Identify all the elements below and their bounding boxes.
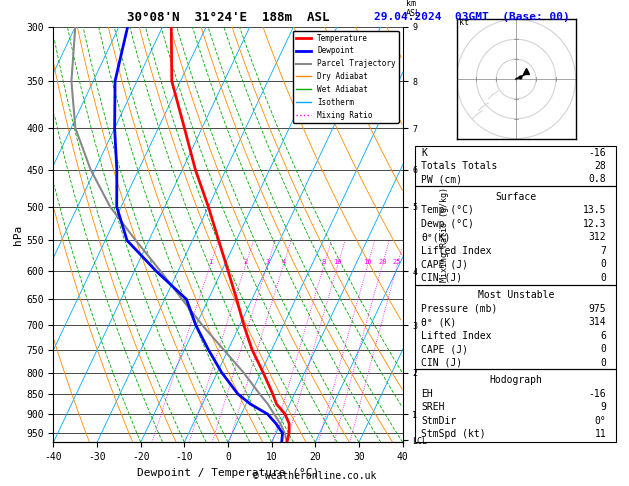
Text: km
ASL: km ASL (406, 0, 421, 18)
Text: Hodograph: Hodograph (489, 375, 542, 385)
Text: © weatheronline.co.uk: © weatheronline.co.uk (253, 471, 376, 481)
Title: 30°08'N  31°24'E  188m  ASL: 30°08'N 31°24'E 188m ASL (127, 11, 329, 24)
Text: Most Unstable: Most Unstable (477, 290, 554, 300)
Text: 20: 20 (378, 259, 387, 265)
Text: 9: 9 (601, 402, 606, 412)
Text: 0.8: 0.8 (589, 174, 606, 185)
Y-axis label: hPa: hPa (13, 225, 23, 244)
Text: 13.5: 13.5 (583, 206, 606, 215)
Text: Surface: Surface (495, 192, 537, 202)
Text: CAPE (J): CAPE (J) (421, 344, 468, 354)
X-axis label: Dewpoint / Temperature (°C): Dewpoint / Temperature (°C) (137, 468, 319, 478)
Text: StmSpd (kt): StmSpd (kt) (421, 429, 486, 439)
Text: 3: 3 (265, 259, 269, 265)
Text: 312: 312 (589, 232, 606, 243)
Text: 8: 8 (322, 259, 326, 265)
Text: -16: -16 (589, 148, 606, 157)
Text: 314: 314 (589, 317, 606, 328)
Legend: Temperature, Dewpoint, Parcel Trajectory, Dry Adiabat, Wet Adiabat, Isotherm, Mi: Temperature, Dewpoint, Parcel Trajectory… (292, 31, 399, 122)
Text: Mixing Ratio (g/kg): Mixing Ratio (g/kg) (440, 187, 449, 282)
Text: θᵉ (K): θᵉ (K) (421, 317, 457, 328)
Text: EH: EH (421, 389, 433, 399)
Text: CIN (J): CIN (J) (421, 358, 462, 368)
Text: Lifted Index: Lifted Index (421, 331, 492, 341)
Text: 0: 0 (601, 344, 606, 354)
Text: Totals Totals: Totals Totals (421, 161, 498, 171)
Text: 0: 0 (601, 358, 606, 368)
Text: Dewp (°C): Dewp (°C) (421, 219, 474, 229)
Text: Lifted Index: Lifted Index (421, 246, 492, 256)
Text: -16: -16 (589, 389, 606, 399)
Text: StmDir: StmDir (421, 416, 457, 426)
Text: 29.04.2024  03GMT  (Base: 00): 29.04.2024 03GMT (Base: 00) (374, 12, 570, 22)
Text: Pressure (mb): Pressure (mb) (421, 304, 498, 314)
Text: 7: 7 (601, 246, 606, 256)
Text: CAPE (J): CAPE (J) (421, 260, 468, 269)
Text: kt: kt (459, 18, 469, 27)
Text: 11: 11 (594, 429, 606, 439)
Text: CIN (J): CIN (J) (421, 273, 462, 283)
Text: Temp (°C): Temp (°C) (421, 206, 474, 215)
Text: 975: 975 (589, 304, 606, 314)
Text: 10: 10 (333, 259, 342, 265)
Text: θᵉ(K): θᵉ(K) (421, 232, 450, 243)
Text: 0: 0 (601, 273, 606, 283)
Text: 12.3: 12.3 (583, 219, 606, 229)
Text: 0: 0 (601, 260, 606, 269)
Text: SREH: SREH (421, 402, 445, 412)
Text: 1: 1 (208, 259, 213, 265)
Text: 2: 2 (243, 259, 248, 265)
Text: 0°: 0° (594, 416, 606, 426)
Text: K: K (421, 148, 427, 157)
Text: PW (cm): PW (cm) (421, 174, 462, 185)
Text: 25: 25 (393, 259, 401, 265)
Text: 6: 6 (601, 331, 606, 341)
Text: 16: 16 (364, 259, 372, 265)
Text: 28: 28 (594, 161, 606, 171)
Text: 4: 4 (281, 259, 286, 265)
